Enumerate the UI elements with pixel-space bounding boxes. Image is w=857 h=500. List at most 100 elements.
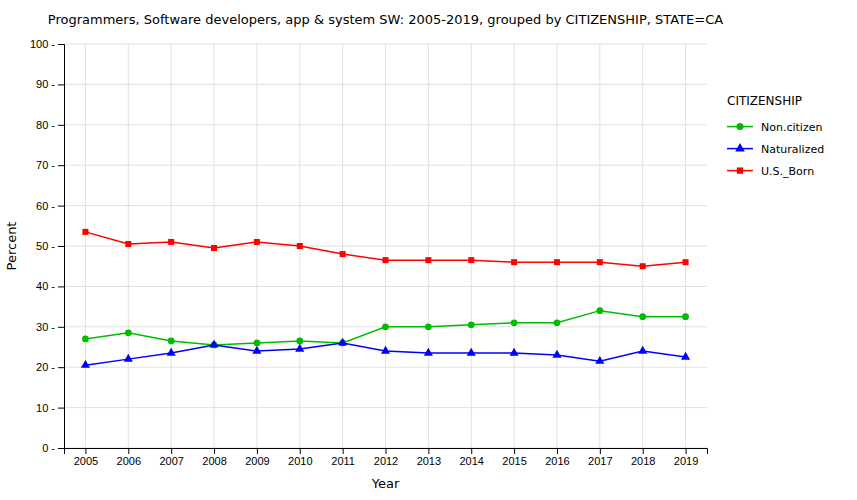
tick: 2012 xyxy=(374,448,398,467)
series-line xyxy=(85,232,685,266)
series-line xyxy=(85,343,685,365)
tick: 100 - xyxy=(30,38,64,50)
series-line xyxy=(85,311,685,345)
chart: 2005200620072008200920102011201220132014… xyxy=(0,0,857,500)
tick-label: 2018 xyxy=(631,455,655,467)
point xyxy=(168,239,174,245)
tick: 2008 xyxy=(202,448,226,467)
grid-line xyxy=(385,44,386,448)
tick: 2006 xyxy=(117,448,141,467)
legend-label: Non.citizen xyxy=(761,121,822,134)
grid-line xyxy=(428,44,429,448)
tick-label: 100 - xyxy=(30,38,55,50)
tick: 2007 xyxy=(159,448,183,467)
tick: 40 - xyxy=(36,280,64,292)
tick: 2005 xyxy=(74,448,98,467)
tick: 2018 xyxy=(631,448,655,467)
tick-mark xyxy=(300,448,301,454)
tick: 2014 xyxy=(459,448,483,467)
tick-label: 90 - xyxy=(36,78,55,90)
point xyxy=(467,348,476,356)
point xyxy=(468,257,474,263)
grid-line xyxy=(85,44,86,448)
point xyxy=(381,346,390,354)
tick-mark xyxy=(643,448,644,454)
tick-mark xyxy=(58,44,64,45)
tick-label: 2017 xyxy=(588,455,612,467)
point xyxy=(340,251,346,257)
tick-mark xyxy=(471,448,472,454)
point xyxy=(552,350,561,358)
tick-mark xyxy=(58,286,64,287)
tick-label: 2015 xyxy=(502,455,526,467)
tick-label: 20 - xyxy=(36,361,55,373)
point xyxy=(124,354,133,362)
tick-mark xyxy=(58,327,64,328)
point xyxy=(125,329,132,336)
tick-label: 70 - xyxy=(36,159,55,171)
tick: 70 - xyxy=(36,159,64,171)
tick-mark xyxy=(686,448,687,454)
point xyxy=(681,352,690,360)
plot: 2005200620072008200920102011201220132014… xyxy=(30,38,708,467)
tick: 2017 xyxy=(588,448,612,467)
point xyxy=(425,323,432,330)
legend-item: U.S._Born xyxy=(727,165,814,178)
tick-mark xyxy=(343,448,344,454)
tick-label: 10 - xyxy=(36,402,55,414)
tick-label: 2011 xyxy=(331,455,355,467)
point xyxy=(297,243,303,249)
tick-label: 50 - xyxy=(36,240,55,252)
point xyxy=(209,340,218,348)
point xyxy=(511,259,517,265)
tick-mark xyxy=(58,448,64,449)
point xyxy=(254,239,260,245)
legend-item: Naturalized xyxy=(727,143,824,156)
point xyxy=(82,336,89,343)
tick: 50 - xyxy=(36,240,64,252)
tick-mark xyxy=(257,448,258,454)
tick: 60 - xyxy=(36,200,64,212)
tick-mark xyxy=(58,246,64,247)
marks xyxy=(81,229,690,368)
tick-label: 2013 xyxy=(417,455,441,467)
tick: 2019 xyxy=(674,448,698,467)
grid-line xyxy=(171,44,172,448)
grid-line xyxy=(342,44,343,448)
tick: 2015 xyxy=(502,448,526,467)
point xyxy=(595,356,604,364)
point xyxy=(640,263,646,269)
point xyxy=(639,313,646,320)
legend-item: Non.citizen xyxy=(727,121,822,134)
tick-label: 2005 xyxy=(74,455,98,467)
tick-mark xyxy=(557,448,558,454)
point xyxy=(167,348,176,356)
point xyxy=(296,338,303,345)
point xyxy=(424,348,433,356)
tick-mark xyxy=(514,448,515,454)
point xyxy=(254,340,261,347)
point xyxy=(382,323,389,330)
point xyxy=(554,319,561,326)
point xyxy=(638,346,647,354)
tick-label: 2016 xyxy=(545,455,569,467)
tick-mark xyxy=(428,448,429,454)
grid-line xyxy=(642,44,643,448)
point xyxy=(682,313,689,320)
grid-line xyxy=(514,44,515,448)
point xyxy=(168,338,175,345)
title: Programmers, Software developers, app & … xyxy=(48,12,723,27)
tick-mark xyxy=(58,206,64,207)
tick-mark xyxy=(58,408,64,409)
legend: CITIZENSHIPNon.citizenNaturalizedU.S._Bo… xyxy=(727,94,824,178)
tick-label: 2010 xyxy=(288,455,312,467)
tick: 2010 xyxy=(288,448,312,467)
point xyxy=(511,319,518,326)
tick-label: 2008 xyxy=(202,455,226,467)
tick-mark xyxy=(171,448,172,454)
tick-label: 2007 xyxy=(159,455,183,467)
grid-line xyxy=(556,44,557,448)
tick-label: 60 - xyxy=(36,200,55,212)
tick: 2016 xyxy=(545,448,569,467)
grid xyxy=(64,44,707,448)
